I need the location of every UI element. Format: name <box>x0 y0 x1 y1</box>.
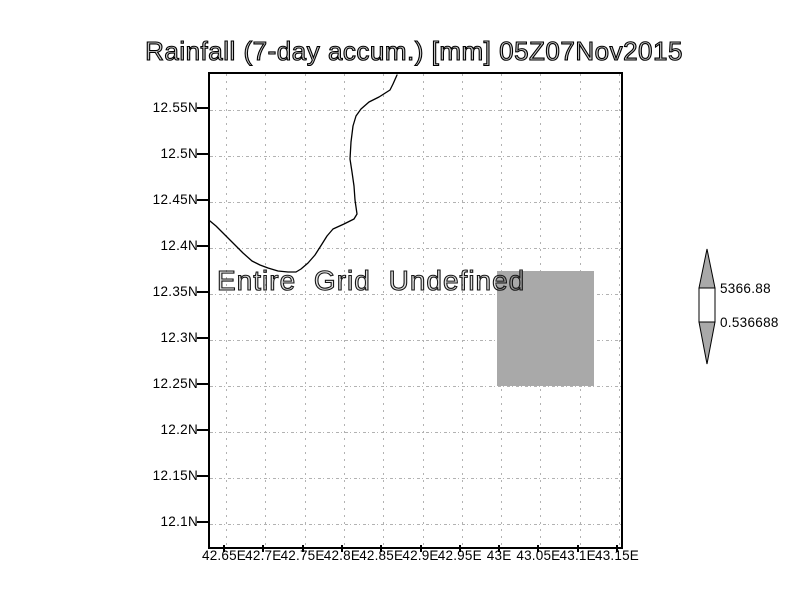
longitude-tick-label: 42.7E <box>245 548 282 563</box>
longitude-tick-label: 42.95E <box>437 548 482 563</box>
gridline-horizontal <box>210 386 621 387</box>
longitude-tick <box>576 545 579 552</box>
gridline-horizontal <box>210 340 621 341</box>
gridline-vertical <box>265 74 267 547</box>
gridline-vertical <box>619 74 620 547</box>
longitude-tick <box>419 545 422 552</box>
latitude-tick-label: 12.3N <box>160 330 198 345</box>
gridline-vertical <box>383 74 385 547</box>
colorbar-lower-arrow <box>698 321 716 365</box>
plot-title: Rainfall (7-day accum.) [mm] 05Z07Nov201… <box>145 35 683 66</box>
latitude-tick <box>197 337 208 339</box>
latitude-tick <box>197 521 208 523</box>
gridline-horizontal <box>210 156 621 157</box>
longitude-tick <box>498 545 501 552</box>
latitude-tick-label: 12.4N <box>160 238 198 253</box>
longitude-tick-label: 43.15E <box>595 548 639 563</box>
latitude-tick-label: 12.2N <box>160 422 198 437</box>
gridline-horizontal <box>210 110 621 111</box>
coastline <box>210 74 398 273</box>
longitude-tick-label: 43.05E <box>516 548 561 563</box>
gridline-vertical <box>343 74 345 547</box>
longitude-tick <box>223 545 225 552</box>
colorbar-upper-arrow <box>698 248 716 289</box>
colorbar <box>698 248 716 365</box>
latitude-tick-label: 12.1N <box>160 514 198 529</box>
longitude-tick-label: 43E <box>486 548 512 563</box>
longitude-tick-label: 42.8E <box>323 548 361 563</box>
latitude-tick-label: 12.5N <box>160 146 198 161</box>
latitude-tick <box>197 199 208 201</box>
latitude-tick <box>197 475 208 477</box>
longitude-tick-label: 42.65E <box>202 548 246 563</box>
latitude-tick <box>197 245 208 247</box>
gridline-horizontal <box>210 478 621 479</box>
longitude-tick-label: 42.9E <box>402 548 439 563</box>
longitude-tick <box>262 545 265 552</box>
longitude-tick <box>458 545 461 552</box>
longitude-tick <box>301 545 304 552</box>
latitude-tick-label: 12.45N <box>152 192 198 207</box>
shaded-data-box <box>497 271 594 386</box>
latitude-tick-label: 12.55N <box>152 100 198 115</box>
longitude-tick-label: 42.75E <box>280 548 325 563</box>
longitude-tick-label: 42.85E <box>359 548 404 563</box>
latitude-tick-label: 12.15N <box>152 468 198 483</box>
gridline-horizontal <box>210 202 621 203</box>
grid-undefined-message: Entire Grid Undefined <box>216 264 526 296</box>
colorbar-min-label: 0.536688 <box>720 315 779 330</box>
longitude-tick <box>380 545 383 552</box>
gridline-horizontal <box>210 524 621 525</box>
colorbar-mid-cell <box>698 287 716 323</box>
latitude-tick <box>197 429 208 431</box>
latitude-tick-label: 12.25N <box>152 376 198 391</box>
gridline-horizontal <box>210 248 621 249</box>
gridline-vertical <box>304 74 306 547</box>
colorbar-max-label: 5366.88 <box>720 281 771 296</box>
gridline-vertical <box>461 74 463 547</box>
gridline-horizontal <box>210 432 621 433</box>
latitude-tick-label: 12.35N <box>152 284 198 299</box>
latitude-tick <box>197 291 208 293</box>
longitude-tick <box>616 545 618 552</box>
longitude-tick <box>537 545 540 552</box>
longitude-tick <box>340 545 343 552</box>
map-frame: Entire Grid Undefined <box>208 72 623 549</box>
latitude-tick <box>197 383 208 385</box>
latitude-tick <box>197 153 208 155</box>
gridline-horizontal <box>210 294 621 295</box>
latitude-tick <box>197 107 208 109</box>
longitude-tick-label: 43.1E <box>559 548 596 563</box>
gridline-vertical <box>226 74 227 547</box>
gridline-vertical <box>422 74 424 547</box>
